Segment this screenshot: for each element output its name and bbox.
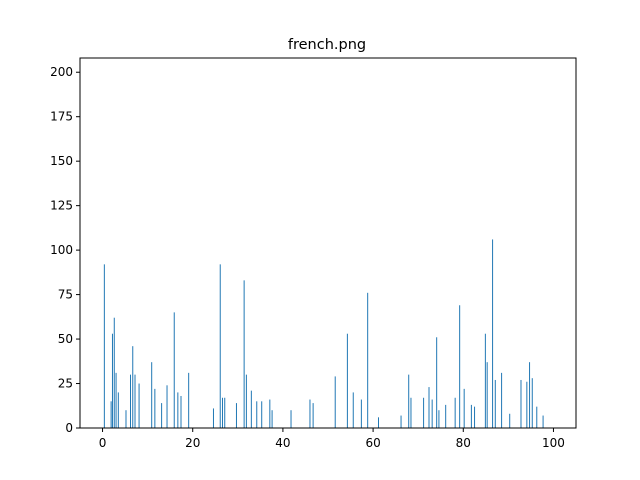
- histogram-bar: [436, 337, 438, 428]
- x-tick-label: 40: [275, 436, 290, 450]
- histogram-bar: [536, 406, 538, 428]
- histogram-bar: [115, 372, 117, 428]
- histogram-bar: [438, 410, 440, 428]
- histogram-bar: [454, 397, 456, 428]
- histogram-bar: [542, 415, 544, 428]
- histogram-bar: [346, 333, 348, 428]
- y-tick-label: 150: [50, 154, 73, 168]
- histogram-bar: [410, 397, 412, 428]
- histogram-bar: [309, 399, 311, 428]
- y-tick-label: 200: [50, 65, 73, 79]
- histogram-bar: [378, 417, 379, 428]
- histogram-bar: [529, 362, 531, 428]
- histogram-bar: [486, 362, 488, 428]
- histogram-bar: [111, 333, 113, 428]
- histogram-bar: [235, 403, 237, 428]
- histogram-bar: [113, 317, 115, 428]
- histogram-bar: [334, 376, 336, 428]
- histogram-bar: [245, 374, 247, 428]
- y-tick-label: 75: [58, 288, 73, 302]
- histogram-bar: [423, 397, 425, 428]
- histogram-bar: [134, 374, 136, 428]
- histogram-bar: [221, 397, 223, 428]
- histogram-bar: [188, 372, 190, 428]
- histogram-bar: [161, 403, 163, 428]
- histogram-bar: [400, 415, 402, 428]
- histogram-bar: [154, 388, 156, 428]
- histogram-bar: [367, 292, 369, 428]
- histogram-bar: [312, 403, 314, 428]
- x-tick-label: 60: [365, 436, 380, 450]
- axes-frame: [79, 57, 577, 429]
- histogram-bar: [132, 346, 134, 428]
- histogram-bar: [271, 410, 273, 428]
- histogram-bar: [474, 406, 476, 428]
- histogram-bar: [256, 401, 258, 428]
- x-axis-ticks: 0 20 40 60 80 100: [99, 428, 565, 450]
- histogram-bar: [494, 379, 496, 428]
- histogram-bar: [531, 378, 533, 428]
- y-tick-label: 125: [50, 199, 73, 213]
- histogram-bar: [428, 387, 430, 428]
- histogram-bar: [501, 372, 503, 428]
- histogram-bar: [526, 381, 528, 428]
- histogram-bar: [110, 401, 112, 428]
- x-tick-label: 100: [542, 436, 565, 450]
- histogram-bar: [290, 410, 292, 428]
- histogram-bar: [269, 399, 271, 428]
- y-tick-label: 175: [50, 110, 73, 124]
- histogram-bar: [520, 379, 522, 428]
- histogram-bar: [463, 388, 465, 428]
- histogram-bar: [509, 413, 511, 428]
- histogram-bar: [224, 397, 226, 428]
- histogram-bar: [180, 395, 182, 428]
- histogram-bar: [250, 390, 252, 428]
- x-tick-label: 80: [456, 436, 471, 450]
- histogram-bar: [261, 401, 263, 428]
- histogram-bar: [352, 392, 354, 428]
- histogram-bar: [103, 264, 105, 428]
- histogram-bar: [166, 385, 168, 428]
- y-tick-label: 0: [65, 421, 73, 435]
- histogram-bar: [408, 374, 410, 428]
- y-tick-label: 25: [58, 377, 73, 391]
- x-tick-label: 20: [185, 436, 200, 450]
- histogram-bar: [470, 404, 472, 428]
- histogram-bar: [360, 399, 362, 428]
- histogram-bar: [445, 404, 447, 428]
- y-tick-label: 100: [50, 243, 73, 257]
- histogram-bar: [243, 280, 245, 428]
- histogram-bar: [431, 399, 433, 428]
- histogram-bar: [173, 312, 175, 428]
- histogram-bar: [138, 383, 140, 428]
- bar-group: [103, 239, 544, 428]
- histogram-bar: [492, 239, 494, 428]
- y-axis-ticks: 0 25 50 75 100 125 150 175 200: [50, 65, 80, 435]
- y-tick-label: 50: [58, 332, 73, 346]
- histogram-bar: [117, 392, 119, 428]
- histogram-bar: [459, 305, 461, 428]
- histogram-bar: [125, 410, 127, 428]
- histogram-bar: [151, 362, 153, 428]
- histogram-bar: [212, 408, 214, 428]
- histogram-bar: [177, 392, 179, 428]
- chart-title: french.png: [288, 37, 366, 53]
- histogram-bar: [130, 374, 131, 428]
- histogram-bar: [484, 333, 486, 428]
- histogram-bar: [219, 264, 221, 428]
- x-tick-label: 0: [99, 436, 107, 450]
